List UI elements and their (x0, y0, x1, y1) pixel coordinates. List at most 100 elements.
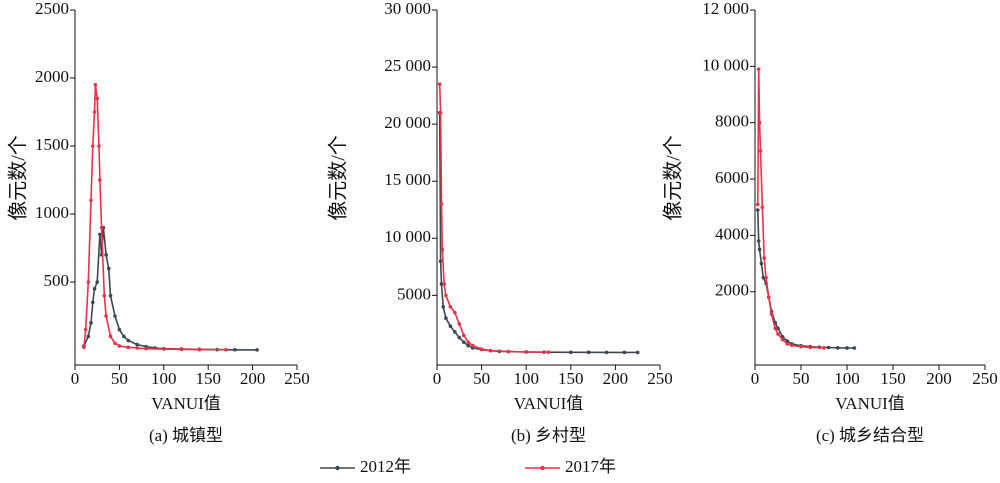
y-tick-label: 30 000 (384, 0, 431, 18)
point (755, 202, 760, 207)
point (437, 82, 442, 86)
point (444, 293, 448, 298)
point (439, 202, 444, 206)
series-line (438, 112, 638, 354)
point (852, 346, 857, 350)
y-tick-label: 8000 (715, 112, 749, 131)
y-tick-label: 2000 (35, 67, 69, 86)
point (144, 346, 148, 351)
point (98, 178, 102, 182)
y-axis-label: 像元数/个 (327, 135, 350, 221)
point (457, 322, 462, 326)
legend-label: 2012年 (360, 457, 411, 476)
y-tick-label: 500 (44, 271, 70, 290)
point (479, 347, 484, 351)
y-tick-label: 5000 (397, 284, 431, 303)
point (233, 347, 237, 352)
legend-label: 2017年 (565, 457, 616, 476)
point (126, 338, 131, 343)
x-axis-label: VANUI值 (151, 394, 221, 413)
point (822, 346, 826, 350)
y-axis-label: 像元数/个 (7, 135, 30, 221)
point (790, 343, 794, 348)
point (836, 346, 840, 350)
point (135, 342, 139, 347)
point (86, 280, 91, 284)
point (99, 225, 104, 230)
point (776, 326, 780, 331)
point (113, 341, 117, 346)
x-tick-label: 50 (111, 369, 128, 388)
point (845, 346, 849, 350)
point (135, 346, 139, 350)
point (773, 326, 778, 331)
point (95, 280, 99, 284)
y-tick-label: 10 000 (384, 227, 431, 246)
x-tick-label: 200 (926, 369, 952, 388)
x-axis-label: VANUI值 (514, 394, 584, 413)
point (761, 275, 766, 280)
y-tick-label: 25 000 (384, 56, 431, 75)
point (757, 247, 762, 252)
point (122, 334, 126, 339)
point (461, 333, 466, 338)
y-tick-label: 20 000 (384, 113, 431, 132)
point (466, 340, 471, 344)
point (441, 304, 446, 309)
point (453, 310, 457, 315)
point (826, 345, 831, 350)
y-tick-label: 2500 (35, 0, 69, 18)
point (90, 144, 95, 148)
point (89, 321, 93, 325)
y-tick-label: 1500 (35, 135, 69, 154)
y-axis-label: 像元数/个 (662, 135, 685, 221)
point (98, 232, 102, 237)
point (442, 282, 446, 286)
chart-title: (c) 城乡结合型 (816, 426, 924, 445)
y-tick-label: 6000 (715, 168, 749, 187)
point (457, 335, 462, 340)
point (762, 256, 766, 260)
point (444, 316, 448, 320)
point (439, 282, 444, 286)
point (82, 345, 86, 350)
x-axis-label: VANUI值 (835, 394, 905, 413)
legend-marker (540, 465, 545, 471)
point (117, 327, 122, 332)
x-tick-label: 50 (473, 369, 490, 388)
x-tick-label: 100 (151, 369, 177, 388)
point (89, 198, 93, 203)
point (569, 350, 573, 355)
x-tick-label: 150 (558, 369, 584, 388)
point (102, 293, 107, 298)
point (604, 350, 609, 355)
point (104, 314, 108, 318)
point (758, 149, 763, 153)
point (104, 253, 108, 257)
x-tick-label: 200 (603, 369, 629, 388)
point (760, 205, 765, 210)
point (461, 340, 466, 344)
x-tick-label: 250 (972, 369, 998, 388)
y-tick-label: 1000 (35, 203, 69, 222)
y-tick-label: 2000 (715, 281, 749, 300)
point (756, 239, 761, 243)
point (92, 110, 97, 114)
y-tick-label: 4000 (715, 224, 749, 243)
point (799, 344, 803, 349)
series-line (757, 209, 855, 349)
point (92, 287, 97, 291)
point (90, 300, 95, 305)
point (506, 349, 511, 354)
y-tick-label: 10 000 (702, 55, 749, 74)
point (764, 275, 768, 280)
point (470, 343, 475, 348)
point (780, 337, 785, 342)
point (106, 266, 111, 271)
point (113, 314, 117, 318)
point (808, 345, 812, 350)
x-tick-label: 0 (751, 369, 760, 388)
chart-title: (a) 城镇型 (149, 426, 223, 445)
x-tick-label: 250 (647, 369, 673, 388)
